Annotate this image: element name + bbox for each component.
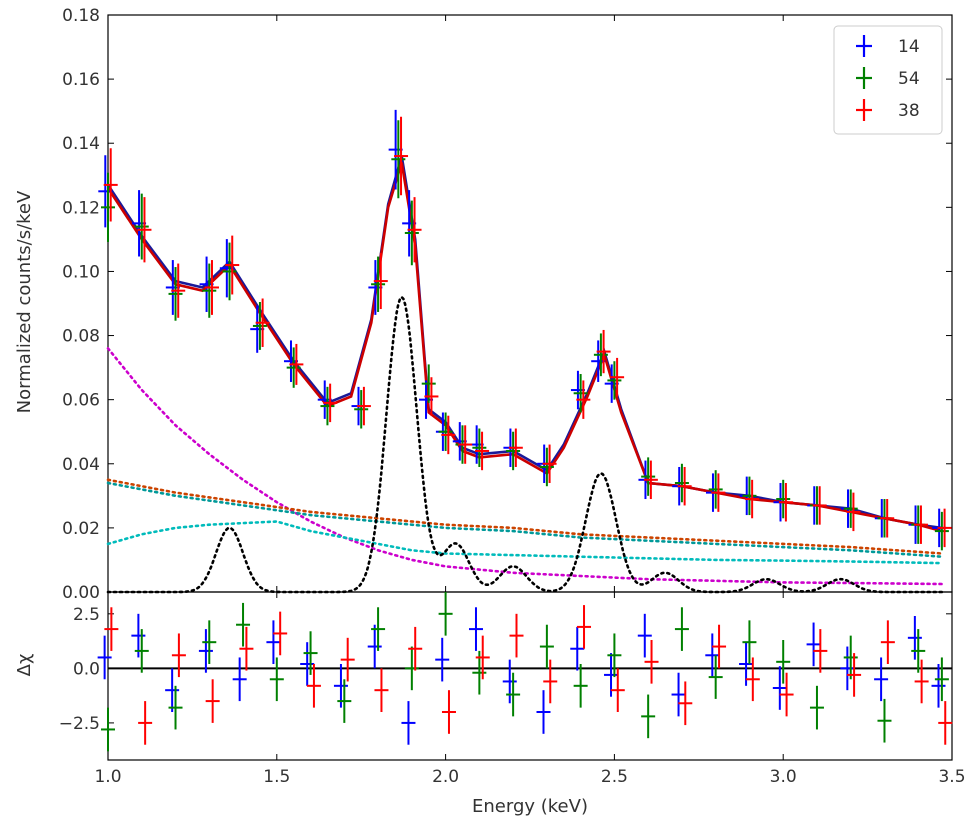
y-tick-label: 0.06 (62, 391, 100, 411)
y-tick-label: −2.5 (59, 714, 100, 734)
y-axis-label-residuals: Δχ (14, 654, 35, 677)
x-tick-label: 1.5 (263, 767, 290, 787)
y-tick-label: 0.10 (62, 262, 100, 282)
y-tick-label: 0.08 (62, 327, 100, 347)
y-tick-label: 0.0 (73, 659, 100, 679)
y-tick-label: 0.02 (62, 519, 100, 539)
spectrum-panel: 0.00 0.02 0.04 0.06 0.08 0.10 0.12 0.14 0.16 0.18 (62, 6, 953, 603)
y-tick-label: 0.04 (62, 455, 100, 475)
y-axis-label-spectrum: Normalized counts/s/keV (14, 190, 35, 413)
y-tick-label: 2.5 (73, 605, 100, 625)
plot-frame-residuals (107, 591, 953, 761)
y-tick-label: 0.16 (62, 70, 100, 90)
model-curve-3 (106, 520, 944, 565)
y-tick-label: 0.00 (62, 583, 100, 603)
x-tick-label: 1.0 (94, 767, 121, 787)
model-curve-5 (106, 481, 944, 558)
y-tick-label: 0.14 (62, 134, 100, 154)
y-tick-label: 0.18 (62, 6, 100, 26)
model-curve-4 (106, 478, 944, 555)
x-axis-label: Energy (keV) (472, 796, 588, 817)
legend-label-38: 38 (898, 101, 920, 121)
x-tick-label: 3.0 (770, 767, 797, 787)
legend-box (833, 25, 943, 135)
axis-labels: Normalized counts/s/keV Δχ Energy (keV) (14, 190, 588, 817)
x-tick-label: 2.0 (432, 767, 459, 787)
x-tick-label: 2.5 (601, 767, 628, 787)
residual-panel: −2.5 0.0 2.5 1.0 1.5 2.0 2.5 3.0 3.5 (59, 591, 966, 787)
x-tick-label: 3.5 (938, 767, 965, 787)
legend-label-54: 54 (898, 69, 920, 89)
y-tick-label: 0.12 (62, 198, 100, 218)
model-curve-2 (106, 347, 944, 586)
legend: 14 54 38 (833, 25, 943, 135)
legend-label-14: 14 (898, 37, 920, 57)
